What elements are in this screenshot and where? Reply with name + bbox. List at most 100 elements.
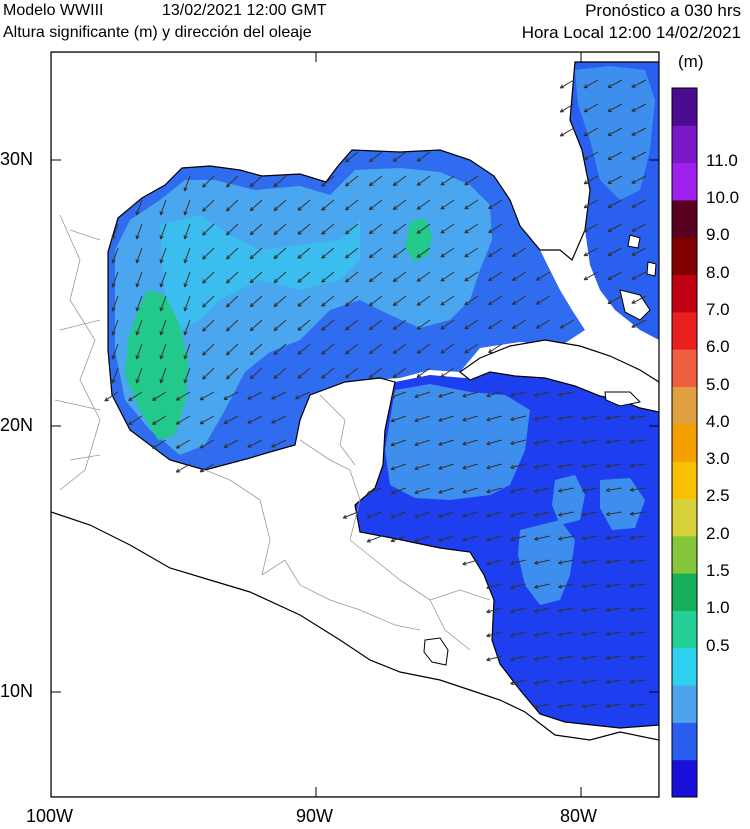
model-name: Modelo WWIII [3, 2, 104, 19]
direction-arrow [321, 367, 335, 379]
direction-arrow [202, 199, 215, 212]
direction-arrow [510, 679, 527, 686]
lake-nicaragua [423, 637, 449, 666]
direction-arrow [510, 559, 527, 566]
direction-arrow [183, 271, 191, 288]
direction-arrow [273, 319, 287, 332]
direction-arrow [605, 463, 623, 469]
direction-arrow [416, 199, 431, 210]
direction-arrow [438, 391, 455, 398]
colorbar-label: 7.0 [706, 299, 730, 319]
direction-arrow [271, 391, 287, 400]
colorbar-swatch [672, 349, 697, 388]
direction-arrow [225, 367, 239, 380]
direction-arrow [111, 271, 119, 288]
colorbar-swatch [672, 461, 697, 499]
direction-arrow [345, 199, 359, 211]
forecast-hours: Pronóstico a 030 hrs [585, 1, 741, 20]
direction-arrow [440, 295, 455, 306]
direction-arrow [321, 199, 335, 211]
direction-arrow [488, 247, 503, 258]
direction-arrow [368, 223, 383, 235]
direction-arrow [414, 391, 431, 399]
direction-arrow [183, 367, 191, 384]
direction-arrow [629, 439, 647, 444]
direction-arrow [631, 103, 647, 112]
direction-arrow [151, 439, 167, 449]
direction-arrow [247, 415, 263, 424]
colorbar-swatch [672, 535, 697, 574]
direction-arrow [366, 487, 383, 495]
colorbar-label: 2.5 [706, 486, 730, 506]
direction-arrow [510, 655, 527, 662]
direction-arrow [249, 199, 263, 212]
direction-arrow [199, 415, 215, 425]
direction-arrow [510, 511, 527, 518]
direction-arrow [440, 223, 455, 234]
direction-arrow [605, 655, 623, 661]
direction-arrow [535, 271, 551, 281]
init-time: 13/02/2021 12:00 GMT [162, 2, 327, 19]
direction-arrow [607, 175, 623, 185]
variable-title: Altura significante (m) y dirección del … [3, 24, 312, 41]
direction-arrow [510, 535, 527, 542]
direction-arrow [175, 439, 191, 449]
direction-arrow [414, 535, 431, 543]
colorbar-label: 9.0 [706, 225, 730, 245]
direction-arrow [183, 343, 191, 360]
direction-arrow [321, 247, 335, 259]
direction-arrow [273, 367, 287, 380]
direction-arrow [486, 583, 503, 590]
direction-arrow [175, 415, 191, 425]
map-frame [50, 51, 660, 798]
wave-zone-1-5m-patch-2 [552, 475, 585, 525]
direction-arrow [416, 271, 431, 282]
direction-arrow [202, 295, 215, 308]
direction-arrow [249, 247, 263, 260]
direction-arrow [416, 319, 431, 330]
direction-arrow [581, 511, 599, 517]
direction-arrow [510, 631, 527, 638]
direction-arrow [605, 607, 623, 613]
colorbar-label: 2.0 [706, 523, 730, 543]
direction-arrow [202, 223, 215, 236]
direction-arrow [249, 343, 263, 356]
direction-arrow [558, 415, 575, 421]
direction-arrow [111, 223, 119, 240]
direction-arrow [368, 247, 383, 259]
direction-arrow [605, 631, 623, 637]
direction-arrow [440, 271, 455, 282]
direction-arrow [135, 247, 143, 264]
direction-arrow [297, 271, 311, 283]
direction-arrow [392, 151, 407, 163]
colorbar-frame [671, 87, 698, 798]
direction-arrow [607, 271, 623, 281]
direction-arrow [534, 655, 551, 661]
direction-arrow [202, 343, 215, 356]
colorbar-label: 3.0 [706, 449, 730, 469]
direction-arrow [345, 295, 359, 307]
direction-arrow [368, 343, 383, 355]
direction-arrow [486, 631, 503, 638]
jamaica-land [604, 391, 642, 407]
colorbar-swatch [672, 685, 697, 723]
direction-arrow [295, 391, 311, 400]
direction-arrow [558, 655, 575, 661]
direction-arrow [414, 439, 431, 447]
direction-arrow [558, 703, 575, 709]
direction-arrow [535, 319, 551, 329]
direction-arrow [510, 463, 527, 470]
direction-arrow [486, 391, 503, 398]
direction-arrow [510, 583, 527, 590]
lon-label-80w: 80W [560, 806, 598, 826]
direction-arrow [559, 103, 575, 113]
direction-arrow [534, 703, 551, 709]
direction-arrow [368, 295, 383, 307]
direction-arrow [558, 511, 575, 517]
direction-arrow [583, 127, 599, 137]
direction-arrow [629, 559, 647, 564]
direction-arrow [297, 367, 311, 379]
colorbar-swatch [672, 498, 697, 537]
direction-arrow [583, 199, 599, 209]
direction-arrow [605, 511, 623, 517]
